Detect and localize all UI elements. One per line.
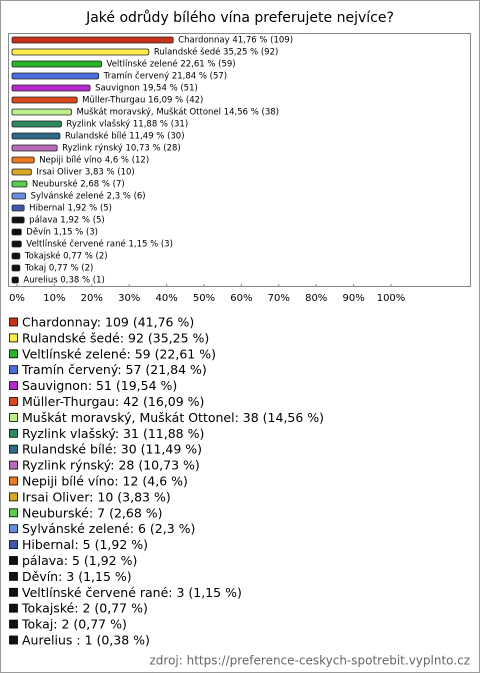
legend-label: Müller-Thurgau: 42 (16,09 %) bbox=[22, 394, 204, 409]
value-label: Irsai Oliver 3,83 % (10) bbox=[36, 168, 134, 178]
legend-label: Veltlínské zelené: 59 (22,61 %) bbox=[22, 346, 216, 361]
value-label: Rulandské šedé 35,25 % (92) bbox=[154, 47, 279, 58]
bar bbox=[11, 144, 58, 152]
bar bbox=[11, 264, 21, 272]
legend-label: Ryzlink rýnský: 28 (10,73 %) bbox=[22, 458, 200, 473]
bar bbox=[11, 36, 174, 44]
value-label: Muškát moravský, Muškát Ottonel 14,56 % … bbox=[76, 107, 279, 118]
value-label: pálava 1,92 % (5) bbox=[29, 216, 105, 226]
legend-label: Nepiji bílé víno: 12 (4,6 %) bbox=[22, 474, 188, 489]
value-label: Chardonnay 41,76 % (109) bbox=[178, 36, 293, 46]
chart-title: Jaké odrůdy bílého vína preferujete nejv… bbox=[85, 10, 394, 26]
value-label: Tramín červený 21,84 % (57) bbox=[103, 71, 227, 82]
legend-swatch bbox=[9, 412, 18, 422]
legend-label: Neuburské: 7 (2,68 %) bbox=[22, 505, 163, 520]
legend-swatch bbox=[9, 492, 18, 502]
x-tick-label: 60% bbox=[230, 293, 252, 304]
legend-swatch bbox=[9, 317, 18, 327]
legend-swatch bbox=[9, 333, 18, 343]
legend-label: Veltlínské červené rané: 3 (1,15 %) bbox=[22, 585, 242, 600]
legend-swatch bbox=[9, 540, 18, 549]
bar bbox=[11, 204, 25, 212]
legend-swatch bbox=[9, 397, 18, 406]
bar bbox=[11, 84, 91, 92]
bar bbox=[11, 108, 72, 116]
value-label: Ryzlink vlašský 11,88 % (31) bbox=[66, 119, 188, 130]
legend-swatch bbox=[9, 508, 18, 518]
x-tick-label: 0% bbox=[9, 293, 25, 304]
bar bbox=[11, 240, 22, 248]
value-label: Neuburské 2,68 % (7) bbox=[32, 179, 125, 190]
legend-label: Tokaj: 2 (0,77 %) bbox=[21, 617, 127, 632]
bar bbox=[11, 48, 150, 56]
legend-label: Sylvánské zelené: 6 (2,3 %) bbox=[22, 521, 195, 536]
value-label: Aurelius 0,38 % (1) bbox=[23, 276, 104, 286]
value-label: Ryzlink rýnský 10,73 % (28) bbox=[62, 144, 181, 154]
legend-label: Aurelius : 1 (0,38 %) bbox=[22, 633, 150, 648]
bar bbox=[11, 228, 22, 236]
legend-swatch bbox=[9, 587, 18, 597]
legend-swatch bbox=[9, 365, 18, 375]
bar bbox=[11, 72, 100, 80]
legend-swatch bbox=[9, 476, 18, 486]
legend-label: Děvín: 3 (1,15 %) bbox=[22, 569, 132, 584]
value-label: Děvín 1,15 % (3) bbox=[26, 228, 98, 238]
bar bbox=[11, 276, 19, 284]
x-tick-label: 90% bbox=[342, 293, 364, 304]
legend-label: Rulandské bílé: 30 (11,49 %) bbox=[22, 442, 202, 457]
legend-label: Rulandské šedé: 92 (35,25 %) bbox=[22, 330, 209, 345]
legend-label: Irsai Oliver: 10 (3,83 %) bbox=[22, 489, 171, 504]
x-tick-label: 30% bbox=[118, 293, 140, 304]
x-tick-label: 10% bbox=[43, 293, 65, 304]
bar bbox=[11, 252, 21, 260]
value-label: Nepiji bílé víno 4,6 % (12) bbox=[39, 155, 149, 166]
legend-swatch bbox=[9, 460, 18, 470]
legend-label: Muškát moravský, Muškát Ottonel: 38 (14,… bbox=[22, 410, 324, 425]
value-label: Müller-Thurgau 16,09 % (42) bbox=[82, 96, 203, 106]
value-label: Hibernal 1,92 % (5) bbox=[29, 204, 112, 214]
x-tick-label: 100% bbox=[377, 293, 406, 304]
value-label: Veltlínské zelené 22,61 % (59) bbox=[107, 59, 236, 70]
legend-label: Hibernal: 5 (1,92 %) bbox=[22, 537, 148, 552]
bar bbox=[11, 60, 102, 68]
bar bbox=[11, 192, 27, 200]
legend-label: Tramín červený: 57 (21,84 %) bbox=[21, 362, 207, 377]
value-label: Sauvignon 19,54 % (51) bbox=[95, 84, 198, 94]
legend-swatch bbox=[9, 349, 18, 359]
legend-swatch bbox=[9, 635, 18, 645]
legend-label: pálava: 5 (1,92 %) bbox=[22, 553, 137, 568]
bar bbox=[11, 168, 32, 176]
bar bbox=[11, 132, 61, 140]
legend-label: Sauvignon: 51 (19,54 %) bbox=[22, 378, 177, 393]
x-tick-label: 50% bbox=[193, 293, 215, 304]
bar bbox=[11, 96, 78, 104]
legend-label: Tokajské: 2 (0,77 %) bbox=[21, 601, 148, 616]
legend-swatch bbox=[9, 556, 18, 565]
legend-swatch bbox=[9, 603, 18, 613]
legend-swatch bbox=[9, 428, 18, 438]
value-label: Rulandské bílé 11,49 % (30) bbox=[65, 131, 185, 142]
x-tick-label: 40% bbox=[155, 293, 177, 304]
bar bbox=[11, 120, 62, 128]
x-tick-label: 20% bbox=[81, 293, 103, 304]
legend-swatch bbox=[9, 444, 18, 454]
value-label: Sylvánské zelené 2,3 % (6) bbox=[31, 191, 146, 202]
x-tick-label: 70% bbox=[268, 293, 290, 304]
legend-label: Chardonnay: 109 (41,76 %) bbox=[22, 315, 194, 330]
legend-swatch bbox=[9, 524, 18, 534]
legend-swatch bbox=[9, 572, 18, 581]
value-label: Veltlínské červené rané 1,15 % (3) bbox=[26, 239, 173, 250]
bar bbox=[11, 180, 28, 188]
bar bbox=[11, 156, 35, 164]
value-label: Tokaj 0,77 % (2) bbox=[24, 264, 93, 274]
x-tick-label: 80% bbox=[305, 293, 327, 304]
bar bbox=[11, 216, 25, 224]
source: zdroj: https://preference-ceskych-spotre… bbox=[149, 654, 470, 668]
legend-swatch bbox=[9, 619, 18, 629]
legend-swatch bbox=[9, 381, 18, 391]
value-label: Tokajské 0,77 % (2) bbox=[24, 251, 108, 262]
legend-label: Ryzlink vlašský: 31 (11,88 %) bbox=[22, 426, 204, 441]
